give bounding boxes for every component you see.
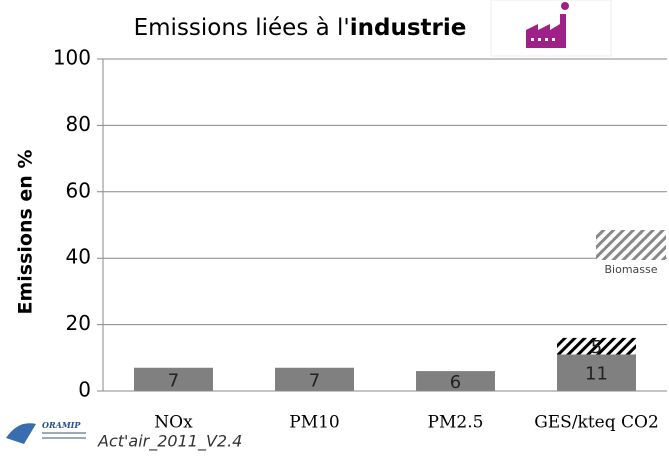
- logo-text: ORAMIP: [42, 420, 81, 430]
- chart-title: Emissions liées à l'industrie: [134, 15, 467, 41]
- y-tick-label: 20: [66, 311, 91, 335]
- y-axis-label: Emissions en %: [15, 150, 37, 315]
- x-tick-label: GES/kteq CO2: [534, 413, 659, 433]
- title-part: industrie: [350, 15, 467, 41]
- y-tick-label: 60: [66, 178, 91, 202]
- y-tick-label: 80: [66, 112, 91, 136]
- logo-mark: [6, 423, 36, 444]
- x-tick-label: PM10: [289, 413, 339, 433]
- factory-icon: [490, 0, 612, 57]
- bar: [557, 354, 636, 391]
- y-tick-label: 100: [53, 46, 91, 70]
- data-label: 11: [585, 364, 608, 385]
- version-text: Act'air_2011_V2.4: [97, 432, 242, 452]
- title-part: Emissions liées à l': [134, 15, 350, 41]
- data-label: 7: [309, 370, 320, 391]
- legend-swatch: [596, 230, 666, 260]
- bar: [134, 367, 213, 391]
- y-tick-label: 0: [78, 378, 91, 402]
- x-tick-label: PM2.5: [428, 413, 484, 433]
- y-tick-label: 40: [66, 245, 91, 269]
- bar: [557, 337, 636, 355]
- bar: [416, 371, 495, 391]
- x-tick-label: NOx: [154, 413, 193, 433]
- bar: [275, 367, 354, 391]
- data-label: 5: [591, 337, 602, 358]
- data-label: 7: [168, 370, 179, 391]
- data-label: 6: [450, 372, 461, 393]
- footer: ORAMIP Act'air_2011_V2.4: [6, 420, 242, 452]
- legend-label: Biomasse: [604, 263, 657, 276]
